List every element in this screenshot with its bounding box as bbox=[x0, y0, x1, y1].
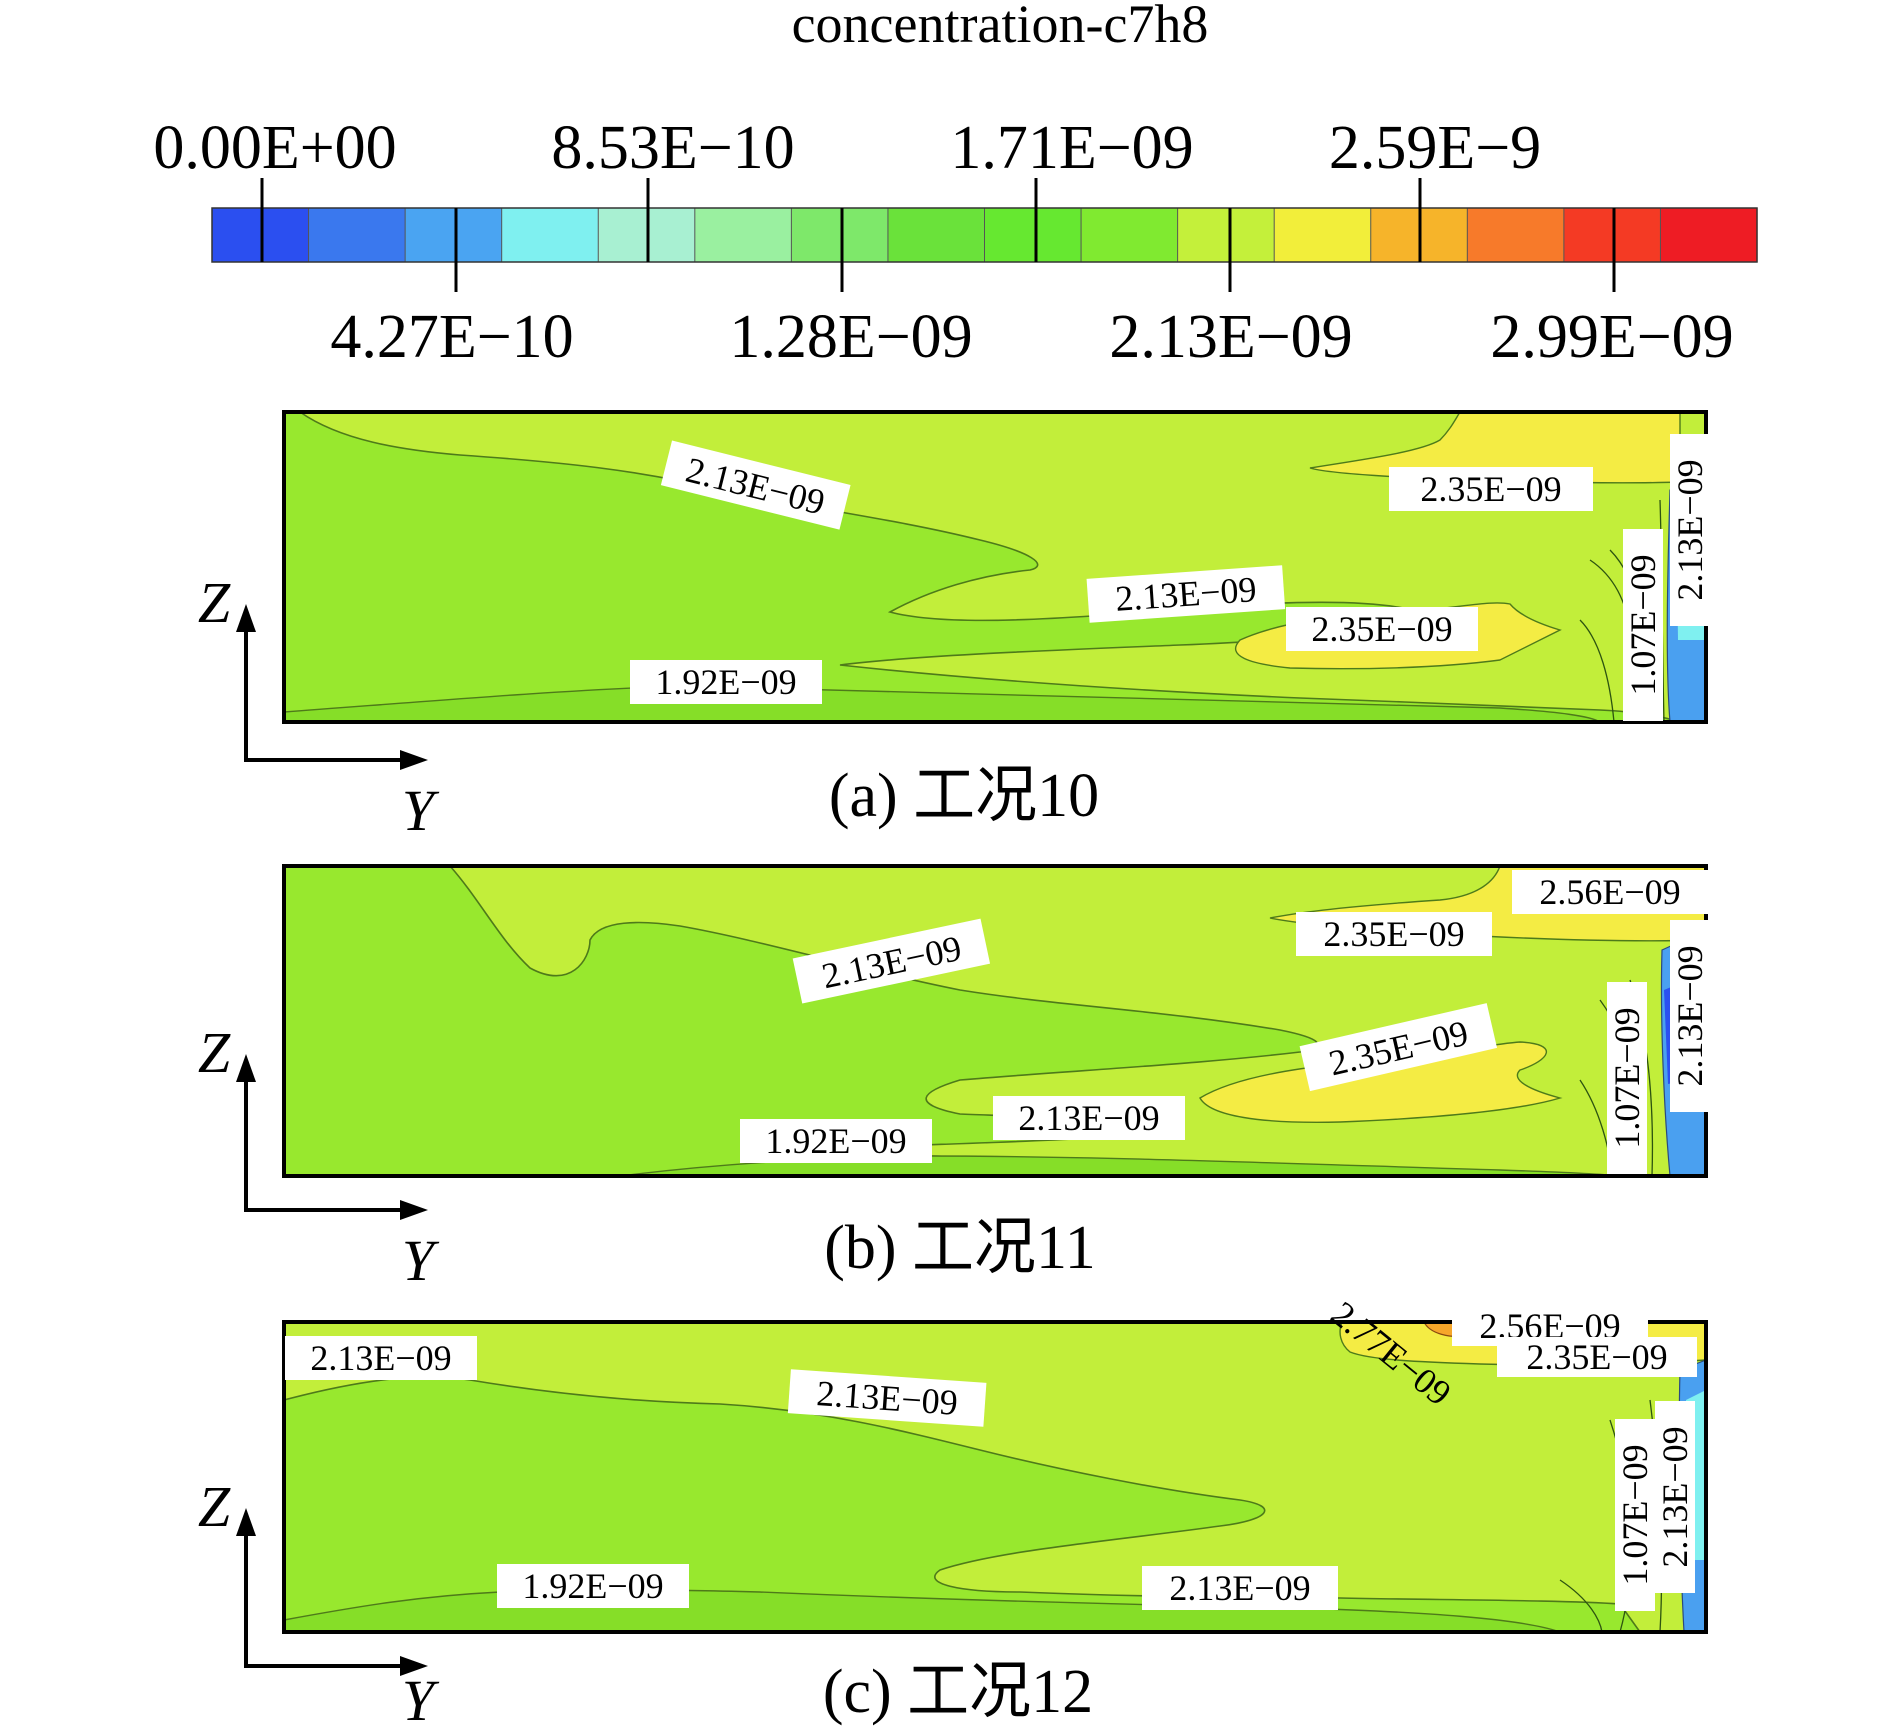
panel-a-y-axis-label: Y bbox=[402, 778, 440, 843]
colorbar-cell bbox=[1563, 208, 1662, 262]
panel-c-z-axis-label: Z bbox=[198, 1474, 231, 1539]
panel-c-contour-label-5: 1.92E−09 bbox=[497, 1564, 689, 1608]
svg-text:2.56E−09: 2.56E−09 bbox=[1539, 872, 1680, 912]
panel-b: 2.56E−09 2.35E−09 2.13E−09 2.35E−09 2.13… bbox=[198, 864, 1710, 1293]
svg-text:1.07E−09: 1.07E−09 bbox=[1615, 1444, 1655, 1585]
panel-a-contour-label-5: 1.07E−09 bbox=[1623, 529, 1663, 721]
colorbar-frame bbox=[211, 207, 1758, 263]
colorbar-label-0: 0.00E+00 bbox=[153, 114, 396, 182]
panel-b-contour-label-7: 2.13E−09 bbox=[1670, 920, 1710, 1112]
panel-a-caption: (a) 工况10 bbox=[829, 762, 1099, 830]
panel-c-contour-label-8: 2.13E−09 bbox=[1655, 1401, 1695, 1593]
panel-b-caption: (b) 工况11 bbox=[824, 1214, 1096, 1282]
colorbar-label-3: 1.28E−09 bbox=[729, 303, 972, 371]
panel-a-axes bbox=[236, 604, 428, 770]
svg-text:2.13E−09: 2.13E−09 bbox=[1169, 1568, 1310, 1608]
panel-b-z-axis-label: Z bbox=[198, 1020, 231, 1085]
panel-b-contour-label-5: 1.92E−09 bbox=[740, 1119, 932, 1163]
colorbar-cell bbox=[1081, 208, 1179, 262]
svg-text:2.35E−09: 2.35E−09 bbox=[1311, 609, 1452, 649]
panel-b-contour-label-4: 2.13E−09 bbox=[993, 1096, 1185, 1140]
svg-text:1.07E−09: 1.07E−09 bbox=[1607, 1007, 1647, 1148]
colorbar-label-5: 2.13E−09 bbox=[1109, 303, 1352, 371]
colorbar-ticks bbox=[260, 178, 1616, 292]
colorbar-cells bbox=[212, 208, 1758, 262]
colorbar-label-4: 1.71E−09 bbox=[950, 114, 1193, 182]
colorbar-cell bbox=[1467, 208, 1565, 262]
panel-a-z-axis-label: Z bbox=[198, 570, 231, 635]
panel-c-contour-label-2: 2.35E−09 bbox=[1497, 1337, 1697, 1377]
figure-title: concentration-c7h8 bbox=[792, 0, 1209, 54]
colorbar-cell bbox=[1177, 208, 1275, 262]
svg-text:1.92E−09: 1.92E−09 bbox=[522, 1566, 663, 1606]
panel-a-low-band bbox=[283, 685, 1603, 723]
svg-text:2.13E−09: 2.13E−09 bbox=[1655, 1426, 1695, 1567]
panel-a-contour-label-2: 2.13E−09 bbox=[1086, 565, 1286, 623]
colorbar-label-7: 2.99E−09 bbox=[1490, 303, 1733, 371]
colorbar-cell bbox=[694, 208, 792, 262]
panel-a-contour-label-1: 2.35E−09 bbox=[1389, 467, 1593, 511]
colorbar-label-2: 8.53E−10 bbox=[551, 114, 794, 182]
panel-b-axes bbox=[236, 1054, 428, 1220]
svg-text:2.13E−09: 2.13E−09 bbox=[1670, 945, 1710, 1086]
panel-a-contour-label-3: 2.35E−09 bbox=[1286, 607, 1478, 651]
panel-c-caption: (c) 工况12 bbox=[823, 1658, 1093, 1726]
panel-c-y-axis-label: Y bbox=[402, 1668, 440, 1728]
panel-c: 2.77E−09 2.56E−09 2.35E−09 2.13E−09 2.13… bbox=[198, 1293, 1708, 1728]
panel-a: 2.13E−09 2.35E−09 2.13E−09 2.35E−09 1.92… bbox=[198, 410, 1710, 843]
svg-text:1.92E−09: 1.92E−09 bbox=[765, 1121, 906, 1161]
panel-b-contour-label-0: 2.56E−09 bbox=[1512, 870, 1708, 914]
panel-a-contour-label-6: 2.13E−09 bbox=[1670, 434, 1710, 626]
panel-c-frame bbox=[282, 1320, 1708, 1634]
svg-text:1.92E−09: 1.92E−09 bbox=[655, 662, 796, 702]
colorbar-cell bbox=[984, 208, 1082, 262]
colorbar-label-1: 4.27E−10 bbox=[330, 303, 573, 371]
svg-text:2.35E−09: 2.35E−09 bbox=[1420, 469, 1561, 509]
panel-c-contour-label-7: 1.07E−09 bbox=[1615, 1419, 1655, 1611]
panel-c-contour-label-4: 2.13E−09 bbox=[787, 1369, 987, 1427]
colorbar-cell bbox=[791, 208, 889, 262]
svg-text:2.13E−09: 2.13E−09 bbox=[815, 1373, 959, 1423]
panel-c-contour-label-6: 2.13E−09 bbox=[1142, 1566, 1338, 1610]
svg-text:2.13E−09: 2.13E−09 bbox=[310, 1338, 451, 1378]
colorbar-cell bbox=[501, 208, 599, 262]
colorbar-cell bbox=[887, 208, 986, 262]
panel-c-contour-label-3: 2.13E−09 bbox=[285, 1336, 477, 1380]
colorbar-cell bbox=[1660, 208, 1758, 262]
panel-b-contour-label-1: 2.35E−09 bbox=[1296, 912, 1492, 956]
svg-text:2.13E−09: 2.13E−09 bbox=[1114, 569, 1258, 619]
panel-a-contour-label-4: 1.92E−09 bbox=[630, 660, 822, 704]
svg-text:1.07E−09: 1.07E−09 bbox=[1623, 554, 1663, 695]
panel-b-y-axis-label: Y bbox=[402, 1228, 440, 1293]
panel-b-contour-label-6: 1.07E−09 bbox=[1607, 982, 1647, 1174]
svg-text:2.13E−09: 2.13E−09 bbox=[1670, 459, 1710, 600]
panel-b-low-band bbox=[284, 1155, 1621, 1177]
colorbar: 0.00E+00 8.53E−10 1.71E−09 2.59E−9 4.27E… bbox=[153, 114, 1758, 371]
colorbar-cell bbox=[405, 208, 503, 262]
panel-c-axes bbox=[236, 1508, 428, 1676]
colorbar-cell bbox=[308, 208, 406, 262]
svg-text:2.13E−09: 2.13E−09 bbox=[1018, 1098, 1159, 1138]
colorbar-label-6: 2.59E−9 bbox=[1329, 114, 1541, 182]
colorbar-cell bbox=[1274, 208, 1372, 262]
svg-text:2.35E−09: 2.35E−09 bbox=[1323, 914, 1464, 954]
svg-text:2.35E−09: 2.35E−09 bbox=[1526, 1337, 1667, 1377]
